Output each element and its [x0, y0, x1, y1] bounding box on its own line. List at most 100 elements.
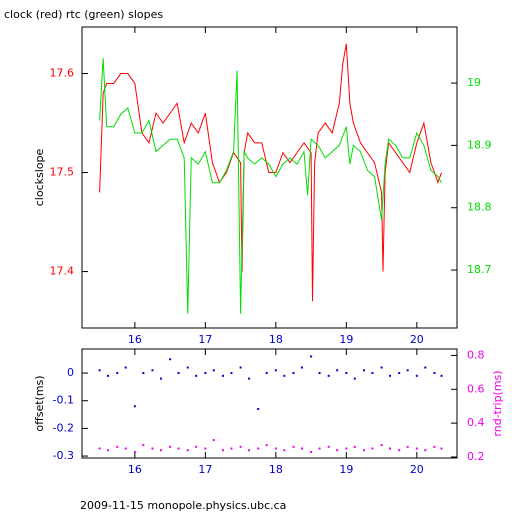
scatter-point: [151, 369, 154, 372]
scatter-point: [230, 447, 233, 450]
scatter-point: [380, 444, 383, 447]
scatter-point: [283, 449, 286, 452]
scatter-point: [424, 449, 427, 452]
y-tick-label: 17.6: [50, 67, 75, 80]
plot-frame: [81, 348, 458, 459]
x-tick-label: 18: [269, 463, 283, 476]
scatter-point: [327, 374, 330, 377]
scatter-point: [389, 374, 392, 377]
series-line: [99, 43, 442, 302]
scatter-point: [98, 447, 101, 450]
chart-title: clock (red) rtc (green) slopes: [4, 8, 163, 21]
scatter-point: [345, 447, 348, 450]
y2-tick-label: 0.8: [467, 348, 485, 361]
scatter-point: [159, 449, 162, 452]
scatter-point: [389, 447, 392, 450]
scatter-point: [239, 366, 242, 369]
scatter-point: [239, 445, 242, 448]
scatter-point: [195, 374, 198, 377]
scatter-point: [98, 369, 101, 372]
x-tick-label: 17: [198, 463, 212, 476]
x-tick-label: 20: [410, 463, 424, 476]
scatter-point: [327, 445, 330, 448]
scatter-point: [283, 374, 286, 377]
scatter-point: [406, 369, 409, 372]
scatter-point: [398, 449, 401, 452]
scatter-point: [362, 369, 365, 372]
scatter-point: [318, 447, 321, 450]
scatter-point: [310, 355, 313, 358]
scatter-point: [371, 447, 374, 450]
scatter-point: [265, 444, 268, 447]
scatter-point: [133, 450, 136, 453]
scatter-point: [204, 447, 207, 450]
scatter-point: [221, 374, 224, 377]
x-tick-label: 19: [339, 463, 353, 476]
scatter-point: [177, 372, 180, 375]
y-axis-label: offset(ms): [33, 375, 46, 431]
y-tick-label: 17.4: [50, 265, 75, 278]
scatter-point: [300, 366, 303, 369]
scatter-point: [440, 374, 443, 377]
y-tick-label: -0.1: [53, 394, 74, 407]
scatter-point: [398, 372, 401, 375]
scatter-point: [274, 447, 277, 450]
scatter-point: [336, 449, 339, 452]
scatter-point: [274, 369, 277, 372]
footer: 2009-11-15 monopole.physics.ubc.ca: [80, 499, 286, 512]
scatter-point: [212, 439, 215, 442]
scatter-point: [142, 444, 145, 447]
scatter-point: [336, 369, 339, 372]
scatter-point: [257, 408, 260, 411]
scatter-point: [415, 447, 418, 450]
y-axis-label: clockslope: [33, 149, 46, 207]
x-tick-label: 19: [339, 333, 353, 346]
scatter-point: [124, 447, 127, 450]
scatter-point: [292, 445, 295, 448]
y2-tick-label: 0.2: [467, 450, 485, 463]
scatter-point: [142, 372, 145, 375]
scatter-point: [257, 447, 260, 450]
scatter-point: [353, 445, 356, 448]
scatter-point: [116, 445, 119, 448]
scatter-point: [433, 372, 436, 375]
scatter-point: [310, 450, 313, 453]
scatter-point: [186, 366, 189, 369]
y2-tick-label: 18.7: [467, 263, 492, 276]
scatter-point: [362, 449, 365, 452]
scatter-point: [371, 372, 374, 375]
y-tick-label: -0.2: [53, 421, 74, 434]
scatter-point: [292, 372, 295, 375]
scatter-point: [300, 447, 303, 450]
y2-tick-label: 0.4: [467, 416, 485, 429]
scatter-point: [195, 445, 198, 448]
scatter-point: [248, 449, 251, 452]
scatter-point: [380, 366, 383, 369]
scatter-point: [159, 377, 162, 380]
x-tick-label: 17: [198, 333, 212, 346]
scatter-point: [124, 366, 127, 369]
scatter-point: [116, 372, 119, 375]
y2-axis-label: rnd-trip(ms): [491, 370, 504, 436]
y2-tick-label: 19: [467, 76, 481, 89]
x-tick-label: 18: [269, 333, 283, 346]
scatter-point: [186, 449, 189, 452]
scatter-point: [345, 372, 348, 375]
series-line: [99, 58, 442, 314]
y2-tick-label: 18.8: [467, 201, 492, 214]
scatter-point: [248, 377, 251, 380]
scatter-point: [169, 358, 172, 361]
scatter-point: [177, 447, 180, 450]
scatter-point: [406, 445, 409, 448]
scatter-point: [204, 372, 207, 375]
scatter-point: [107, 449, 110, 452]
y-tick-label: -0.3: [53, 449, 74, 462]
x-tick-label: 20: [410, 333, 424, 346]
scatter-point: [133, 405, 136, 408]
plot-frame: [81, 26, 458, 329]
scatter-point: [424, 366, 427, 369]
scatter-point: [433, 445, 436, 448]
scatter-point: [415, 374, 418, 377]
x-tick-label: 16: [128, 333, 142, 346]
scatter-point: [265, 372, 268, 375]
